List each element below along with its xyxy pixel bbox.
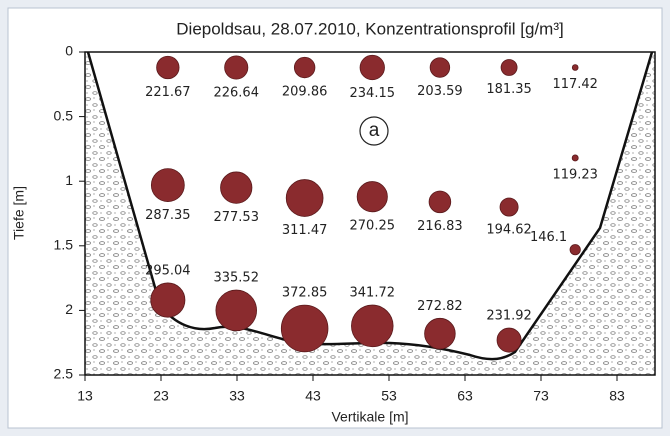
x-axis-label: Vertikale [m] (331, 409, 408, 425)
bubble (150, 168, 185, 202)
riverbed (85, 52, 655, 375)
y-tick-label: 2 (65, 301, 73, 317)
x-tick-label: 53 (381, 388, 397, 404)
value-label: 270.25 (350, 218, 396, 233)
y-axis-label: Tiefe [m] (11, 186, 27, 240)
x-tick-label: 73 (533, 388, 549, 404)
x-tick-label: 63 (457, 388, 473, 404)
value-label: 295.04 (145, 263, 191, 278)
y-tick-label: 0 (65, 43, 73, 59)
bubble (293, 56, 316, 79)
plot-border (84, 51, 656, 376)
bubble (220, 171, 253, 204)
value-label: 119.23 (552, 167, 598, 182)
bubble (215, 289, 257, 332)
x-tick-label: 13 (77, 388, 93, 404)
bubble (150, 282, 186, 318)
bubble (280, 304, 329, 353)
bubble (571, 154, 579, 162)
bubble (569, 244, 581, 256)
value-label: 287.35 (145, 208, 191, 223)
x-tick-label: 23 (153, 388, 169, 404)
value-label: 117.42 (552, 77, 598, 92)
chart-title: Diepoldsau, 28.07.2010, Konzentrationspr… (176, 19, 563, 38)
y-tick-label: 2.5 (54, 366, 74, 382)
x-tick-label: 83 (609, 388, 625, 404)
bubble (356, 181, 388, 213)
value-label: 146.1 (530, 230, 567, 245)
value-label: 277.53 (213, 210, 259, 225)
x-tick-label: 43 (305, 388, 321, 404)
value-label: 203.59 (417, 84, 463, 99)
bed-line (86, 51, 654, 361)
value-label: 372.85 (282, 286, 328, 301)
value-label: 341.72 (350, 286, 396, 301)
y-tick-label: 0.5 (54, 107, 74, 123)
bubble (351, 304, 394, 348)
value-label: 181.35 (486, 82, 532, 97)
bubble (156, 55, 180, 80)
annotation-circle (359, 116, 389, 146)
value-label: 194.62 (486, 223, 532, 238)
value-label: 234.15 (350, 86, 396, 101)
bubble (359, 54, 385, 81)
annotation: a (369, 120, 380, 141)
x-tick-label: 33 (229, 388, 245, 404)
value-label: 311.47 (282, 223, 328, 238)
value-label: 216.83 (417, 219, 463, 234)
y-tick-label: 1.5 (54, 237, 74, 253)
bubble (571, 64, 579, 71)
bubble (224, 55, 249, 80)
value-label: 226.64 (213, 86, 259, 101)
value-label: 272.82 (417, 299, 463, 314)
bubble (500, 59, 518, 76)
value-label: 335.52 (213, 271, 259, 286)
bubble (424, 317, 456, 350)
value-label: 221.67 (145, 85, 191, 100)
value-label: 209.86 (282, 84, 328, 99)
bubble (428, 190, 452, 214)
bubble (285, 179, 324, 217)
y-tick-label: 1 (65, 172, 73, 188)
bubble (496, 327, 522, 353)
value-label: 231.92 (486, 309, 532, 324)
bubble (429, 57, 451, 78)
bubble (499, 197, 519, 217)
